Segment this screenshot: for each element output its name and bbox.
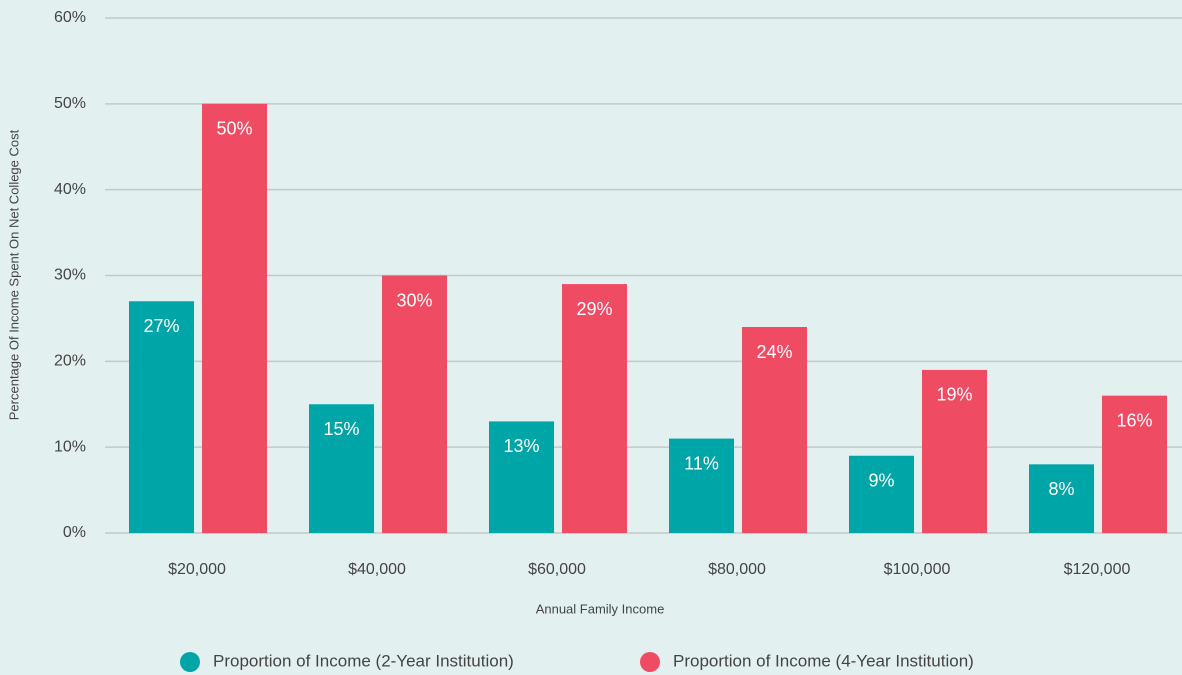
bar <box>922 369 987 533</box>
x-tick-label: $100,000 <box>884 561 951 578</box>
value-label: 11% <box>684 453 719 473</box>
value-label: 19% <box>936 385 972 405</box>
value-label: 16% <box>1116 410 1152 430</box>
bar <box>202 103 267 533</box>
y-tick-label: 0% <box>63 524 86 541</box>
legend-label: Proportion of Income (4-Year Institution… <box>673 651 974 670</box>
value-label: 29% <box>576 299 612 319</box>
x-tick-label: $120,000 <box>1064 561 1131 578</box>
bar <box>382 275 447 533</box>
value-label: 9% <box>868 471 894 491</box>
x-tick-label: $80,000 <box>708 561 766 578</box>
bar <box>489 421 554 533</box>
y-tick-label: 40% <box>54 181 86 198</box>
legend-swatch <box>180 652 200 672</box>
value-label: 13% <box>503 436 539 456</box>
bar <box>1102 395 1167 533</box>
y-tick-label: 50% <box>54 95 86 112</box>
legend-label: Proportion of Income (2-Year Institution… <box>213 651 514 670</box>
x-tick-label: $60,000 <box>528 561 586 578</box>
y-axis-label: Percentage Of Income Spent On Net Colleg… <box>6 129 21 420</box>
bar <box>309 404 374 533</box>
x-axis-label: Annual Family Income <box>536 601 665 616</box>
x-tick-label: $20,000 <box>168 561 226 578</box>
bar <box>669 438 734 533</box>
y-tick-label: 30% <box>54 267 86 284</box>
value-label: 27% <box>143 316 179 336</box>
bar <box>1029 464 1094 533</box>
bar <box>129 301 194 533</box>
value-label: 50% <box>216 119 252 139</box>
value-label: 24% <box>756 342 792 362</box>
value-label: 8% <box>1048 479 1074 499</box>
value-label: 30% <box>396 290 432 310</box>
y-tick-label: 20% <box>54 353 86 370</box>
legend-swatch <box>640 652 660 672</box>
bar <box>742 327 807 533</box>
value-label: 15% <box>323 419 359 439</box>
bar <box>849 455 914 533</box>
y-tick-label: 60% <box>54 9 86 26</box>
bar <box>562 284 627 533</box>
y-tick-label: 10% <box>54 438 86 455</box>
x-tick-label: $40,000 <box>348 561 406 578</box>
